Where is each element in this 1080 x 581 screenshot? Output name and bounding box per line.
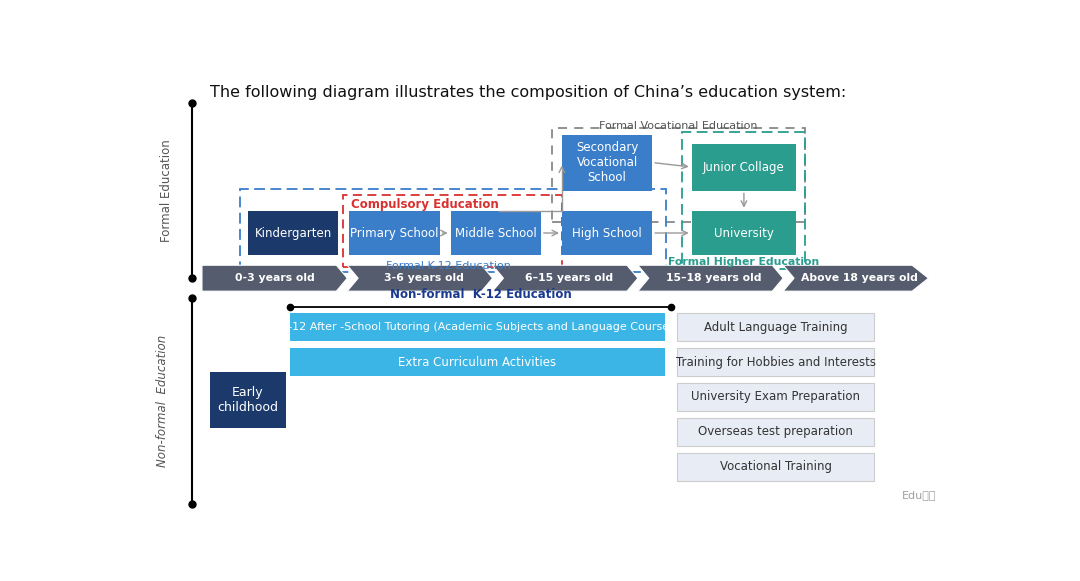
Text: Extra Curriculum Activities: Extra Curriculum Activities (399, 356, 556, 368)
Text: Middle School: Middle School (455, 227, 537, 239)
Text: 0-3 years old: 0-3 years old (234, 273, 314, 283)
Text: Non-formal  K-12 Education: Non-formal K-12 Education (390, 288, 571, 302)
FancyBboxPatch shape (677, 348, 874, 376)
Text: 6–15 years old: 6–15 years old (525, 273, 613, 283)
Text: Junior Collage: Junior Collage (703, 160, 785, 174)
Text: Compulsory Education: Compulsory Education (351, 198, 499, 211)
Text: Formal Vocational Education: Formal Vocational Education (599, 121, 757, 131)
FancyBboxPatch shape (677, 383, 874, 411)
FancyBboxPatch shape (289, 313, 665, 341)
Polygon shape (783, 265, 929, 291)
Text: Formal K-12 Education: Formal K-12 Education (387, 261, 511, 271)
FancyBboxPatch shape (248, 211, 338, 256)
FancyBboxPatch shape (677, 418, 874, 446)
FancyBboxPatch shape (691, 144, 796, 191)
FancyBboxPatch shape (562, 211, 652, 256)
Text: Formal Education: Formal Education (160, 139, 173, 242)
Polygon shape (638, 265, 783, 291)
Text: 15–18 years old: 15–18 years old (666, 273, 761, 283)
FancyBboxPatch shape (450, 211, 541, 256)
Text: Edu指南: Edu指南 (903, 490, 936, 500)
Polygon shape (492, 265, 638, 291)
Text: Primary School: Primary School (350, 227, 438, 239)
Polygon shape (348, 265, 492, 291)
FancyBboxPatch shape (349, 211, 440, 256)
Text: University Exam Preparation: University Exam Preparation (691, 390, 861, 403)
Text: K-12 After -School Tutoring (Academic Subjects and Language Course): K-12 After -School Tutoring (Academic Su… (282, 322, 673, 332)
Text: Kindergarten: Kindergarten (255, 227, 332, 239)
Text: Secondary
Vocational
School: Secondary Vocational School (576, 141, 638, 184)
Text: Non-formal  Education: Non-formal Education (157, 335, 170, 467)
FancyBboxPatch shape (211, 372, 285, 428)
FancyBboxPatch shape (677, 453, 874, 481)
FancyBboxPatch shape (677, 313, 874, 341)
FancyBboxPatch shape (289, 348, 665, 376)
Text: Early
childhood: Early childhood (217, 386, 279, 414)
Text: Adult Language Training: Adult Language Training (704, 321, 848, 333)
Text: 3-6 years old: 3-6 years old (383, 273, 463, 283)
Text: Overseas test preparation: Overseas test preparation (699, 425, 853, 439)
Text: Above 18 years old: Above 18 years old (801, 273, 918, 283)
Text: Vocational Training: Vocational Training (719, 460, 832, 474)
FancyBboxPatch shape (562, 135, 652, 191)
Text: High School: High School (572, 227, 642, 239)
Text: The following diagram illustrates the composition of China’s education system:: The following diagram illustrates the co… (211, 85, 847, 101)
Text: Training for Hobbies and Interests: Training for Hobbies and Interests (676, 356, 876, 368)
Text: University: University (714, 227, 774, 239)
Text: Formal Higher Education: Formal Higher Education (667, 257, 819, 267)
Polygon shape (202, 265, 348, 291)
FancyBboxPatch shape (691, 211, 796, 256)
